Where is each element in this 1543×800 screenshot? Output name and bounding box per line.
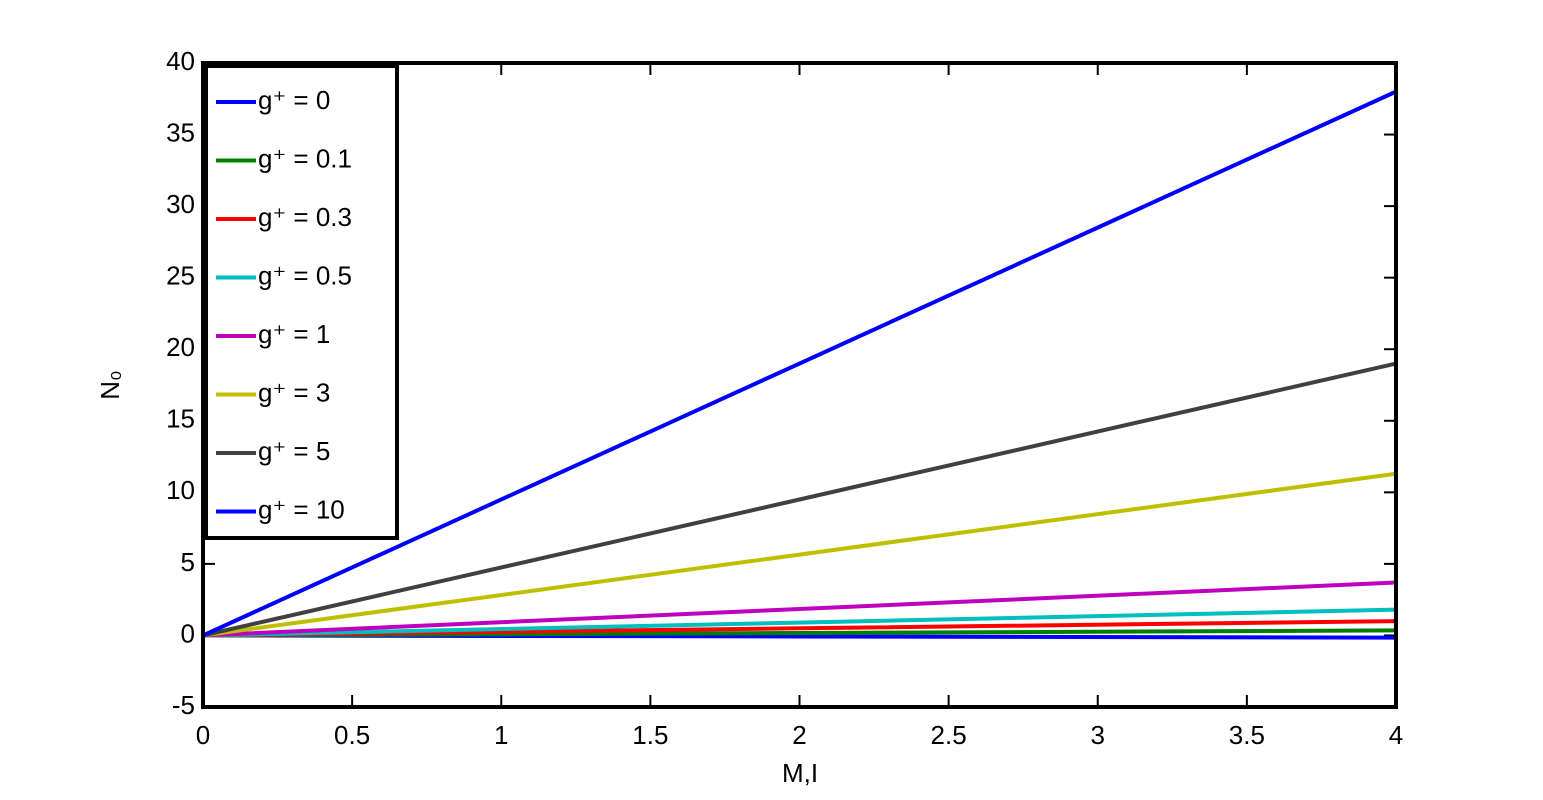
line (202, 580, 1397, 638)
x-tick-label: 3 (1091, 720, 1105, 750)
y-tick-label: 30 (166, 189, 195, 219)
x-tick-label: 4 (1389, 720, 1403, 750)
x-axis-label: M,I (782, 758, 818, 788)
x-tick-label: 2.5 (931, 720, 967, 750)
y-tick-label: 35 (166, 117, 195, 147)
legend-label: g⁺ = 0.5 (258, 260, 352, 290)
y-tick-label: 25 (166, 261, 195, 291)
plot-frame (201, 61, 1398, 709)
line (202, 607, 1397, 638)
legend-label: g⁺ = 5 (258, 436, 330, 466)
y-tick-label: 40 (166, 46, 195, 76)
legend-label: g⁺ = 10 (258, 494, 345, 524)
y-tick-label: 10 (166, 475, 195, 505)
x-tick-label: 3.5 (1229, 720, 1265, 750)
y-tick-label: 5 (181, 547, 195, 577)
legend-label: g⁺ = 0 (258, 85, 330, 115)
legend-label: g⁺ = 1 (258, 319, 330, 349)
y-tick-label: 0 (181, 618, 195, 648)
y-tick-label: 20 (166, 332, 195, 362)
legend-label: g⁺ = 0.1 (258, 143, 352, 173)
x-tick-label: 1 (494, 720, 508, 750)
y-tick-label: -5 (172, 690, 195, 720)
y-tick-label: 15 (166, 404, 195, 434)
line (202, 471, 1397, 638)
legend-label: g⁺ = 0.3 (258, 202, 352, 232)
x-tick-label: 1.5 (632, 720, 668, 750)
line (202, 89, 1397, 638)
legend-box (204, 64, 399, 540)
y-axis-label: N₀ (95, 370, 125, 400)
line (202, 361, 1397, 638)
legend-label: g⁺ = 3 (258, 377, 330, 407)
x-tick-label: 0.5 (334, 720, 370, 750)
x-tick-label: 2 (792, 720, 806, 750)
x-tick-label: 0 (196, 720, 210, 750)
legend: g⁺ = 0 g⁺ = 0.1 g⁺ = 0.3 g⁺ = 0.5 g⁺ = 1 g⁺ =… (204, 64, 399, 540)
